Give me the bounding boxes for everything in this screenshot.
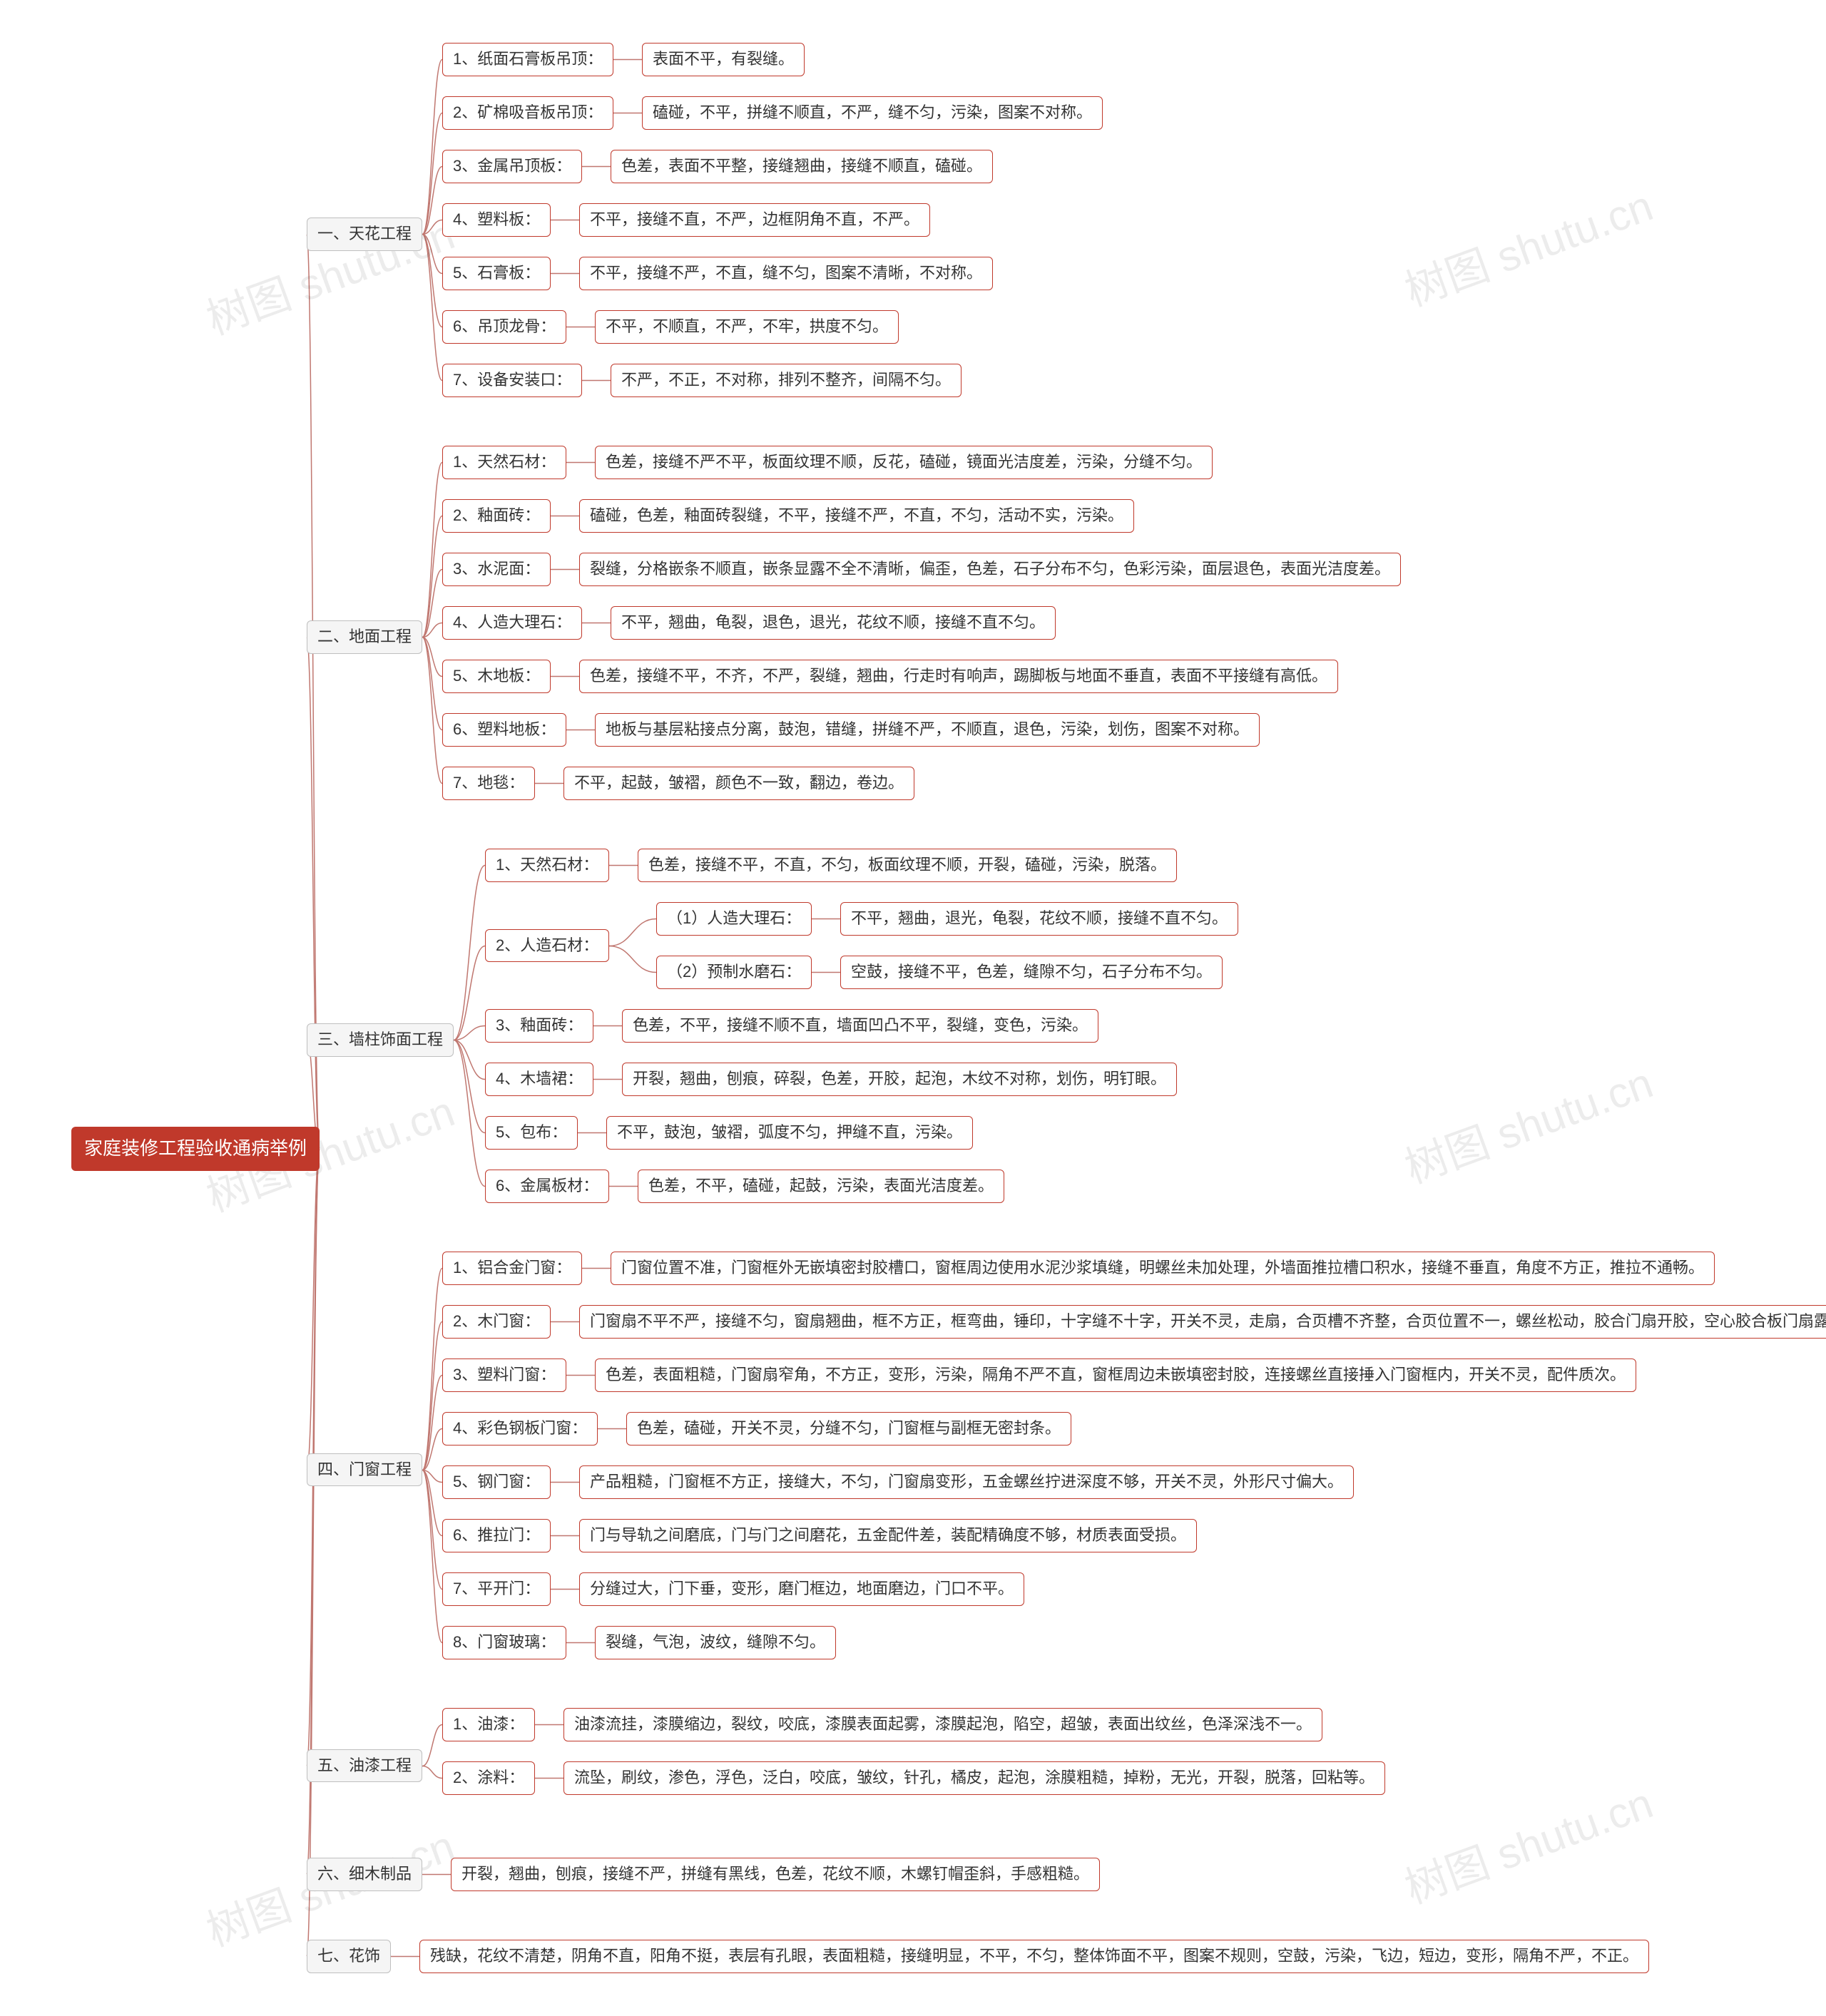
leaf-node: 开裂，翘曲，刨痕，碎裂，色差，开胶，起泡，木纹不对称，划伤，明钉眼。 [622, 1063, 1177, 1096]
leaf-node: 磕碰，色差，釉面砖裂缝，不平，接缝不严，不直，不匀，活动不实，污染。 [579, 499, 1134, 533]
item-node: 7、地毯： [442, 767, 535, 800]
watermark: 树图 shutu.cn [1395, 171, 1660, 318]
leaf-node: 磕碰，不平，拼缝不顺直，不严，缝不匀，污染，图案不对称。 [642, 96, 1103, 130]
item-node: 4、塑料板： [442, 203, 551, 237]
leaf-node: 不平，接缝不直，不严，边框阴角不直，不严。 [579, 203, 930, 237]
item-node: 6、推拉门： [442, 1519, 551, 1552]
item-node: 2、釉面砖： [442, 499, 551, 533]
leaf-node: 色差，接缝不严不平，板面纹理不顺，反花，磕碰，镜面光洁度差，污染，分缝不匀。 [595, 446, 1213, 479]
item-node: 5、钢门窗： [442, 1465, 551, 1499]
item-node: 5、石膏板： [442, 257, 551, 290]
leaf-node: 油漆流挂，漆膜缩边，裂纹，咬底，漆膜表面起雾，漆膜起泡，陷空，超皱，表面出纹丝，… [563, 1708, 1322, 1741]
leaf-node: 色差，不平，磕碰，起鼓，污染，表面光洁度差。 [638, 1170, 1004, 1203]
leaf-node: 残缺，花纹不清楚，阴角不直，阳角不挺，表层有孔眼，表面粗糙，接缝明显，不平，不匀… [419, 1940, 1649, 1973]
item-node: 2、人造石材： [485, 929, 609, 963]
sub-node: （1）人造大理石： [656, 902, 812, 936]
item-node: 3、金属吊顶板： [442, 150, 582, 183]
item-node: 8、门窗玻璃： [442, 1626, 566, 1659]
category-node: 七、花饰 [307, 1940, 391, 1973]
item-node: 4、木墙裙： [485, 1063, 593, 1096]
category-node: 一、天花工程 [307, 218, 422, 251]
category-node: 四、门窗工程 [307, 1453, 422, 1487]
item-node: 7、设备安装口： [442, 364, 582, 397]
root-node: 家庭装修工程验收通病举例 [71, 1127, 320, 1171]
item-node: 1、油漆： [442, 1708, 535, 1741]
item-node: 3、塑料门窗： [442, 1359, 566, 1392]
leaf-node: 色差，表面不平整，接缝翘曲，接缝不顺直，磕碰。 [611, 150, 993, 183]
leaf-node: 门窗位置不准，门窗框外无嵌填密封胶槽口，窗框周边使用水泥沙浆填缝，明螺丝未加处理… [611, 1252, 1715, 1285]
item-node: 1、纸面石膏板吊顶： [442, 43, 613, 76]
item-node: 1、天然石材： [485, 849, 609, 882]
leaf-node: 开裂，翘曲，刨痕，接缝不严，拼缝有黑线，色差，花纹不顺，木螺钉帽歪斜，手感粗糙。 [451, 1858, 1100, 1891]
leaf-node: 地板与基层粘接点分离，鼓泡，错缝，拼缝不严，不顺直，退色，污染，划伤，图案不对称… [595, 713, 1260, 747]
category-node: 二、地面工程 [307, 620, 422, 654]
leaf-node: 不平，翘曲，龟裂，退色，退光，花纹不顺，接缝不直不匀。 [611, 606, 1056, 640]
item-node: 4、彩色钢板门窗： [442, 1412, 598, 1446]
watermark: 树图 shutu.cn [1395, 1048, 1660, 1195]
watermark: 树图 shutu.cn [1395, 1769, 1660, 1915]
leaf-node: 产品粗糙，门窗框不方正，接缝大，不匀，门窗扇变形，五金螺丝拧进深度不够，开关不灵… [579, 1465, 1354, 1499]
leaf-node: 不平，起鼓，皱褶，颜色不一致，翻边，卷边。 [563, 767, 914, 800]
item-node: 6、吊顶龙骨： [442, 310, 566, 344]
item-node: 7、平开门： [442, 1572, 551, 1606]
item-node: 6、金属板材： [485, 1170, 609, 1203]
leaf-node: 色差，表面粗糙，门窗扇窄角，不方正，变形，污染，隔角不严不直，窗框周边未嵌填密封… [595, 1359, 1636, 1392]
leaf-node: 不严，不正，不对称，排列不整齐，间隔不匀。 [611, 364, 962, 397]
category-node: 五、油漆工程 [307, 1749, 422, 1783]
item-node: 2、涂料： [442, 1761, 535, 1795]
item-node: 1、天然石材： [442, 446, 566, 479]
leaf-node: 不平，不顺直，不严，不牢，拱度不匀。 [595, 310, 899, 344]
item-node: 3、釉面砖： [485, 1009, 593, 1043]
item-node: 5、木地板： [442, 660, 551, 693]
category-node: 三、墙柱饰面工程 [307, 1023, 454, 1057]
leaf-node: 色差，接缝不平，不直，不匀，板面纹理不顺，开裂，磕碰，污染，脱落。 [638, 849, 1177, 882]
item-node: 5、包布： [485, 1116, 578, 1150]
leaf-node: 色差，接缝不平，不齐，不严，裂缝，翘曲，行走时有响声，踢脚板与地面不垂直，表面不… [579, 660, 1338, 693]
leaf-node: 不平，接缝不严，不直，缝不匀，图案不清晰，不对称。 [579, 257, 993, 290]
mindmap-canvas: 树图 shutu.cn树图 shutu.cn树图 shutu.cn树图 shut… [0, 0, 1826, 2016]
item-node: 2、矿棉吸音板吊顶： [442, 96, 613, 130]
leaf-node: 不平，翘曲，退光，龟裂，花纹不顺，接缝不直不匀。 [840, 902, 1238, 936]
leaf-node: 色差，磕碰，开关不灵，分缝不匀，门窗框与副框无密封条。 [626, 1412, 1071, 1446]
leaf-node: 表面不平，有裂缝。 [642, 43, 805, 76]
sub-node: （2）预制水磨石： [656, 956, 812, 989]
leaf-node: 分缝过大，门下垂，变形，磨门框边，地面磨边，门口不平。 [579, 1572, 1024, 1606]
item-node: 3、水泥面： [442, 553, 551, 586]
leaf-node: 裂缝，分格嵌条不顺直，嵌条显露不全不清晰，偏歪，色差，石子分布不匀，色彩污染，面… [579, 553, 1401, 586]
leaf-node: 不平，鼓泡，皱褶，弧度不匀，押缝不直，污染。 [606, 1116, 973, 1150]
item-node: 2、木门窗： [442, 1305, 551, 1339]
item-node: 1、铝合金门窗： [442, 1252, 582, 1285]
leaf-node: 流坠，刷纹，渗色，浮色，泛白，咬底，皱纹，针孔，橘皮，起泡，涂膜粗糙，掉粉，无光… [563, 1761, 1385, 1795]
leaf-node: 门与导轨之间磨底，门与门之间磨花，五金配件差，装配精确度不够，材质表面受损。 [579, 1519, 1197, 1552]
leaf-node: 色差，不平，接缝不顺不直，墙面凹凸不平，裂缝，变色，污染。 [622, 1009, 1098, 1043]
leaf-node: 门窗扇不平不严，接缝不匀，窗扇翘曲，框不方正，框弯曲，锤印，十字缝不十字，开关不… [579, 1305, 1826, 1339]
leaf-node: 空鼓，接缝不平，色差，缝隙不匀，石子分布不匀。 [840, 956, 1223, 989]
category-node: 六、细木制品 [307, 1858, 422, 1891]
leaf-node: 裂缝，气泡，波纹，缝隙不匀。 [595, 1626, 836, 1659]
item-node: 4、人造大理石： [442, 606, 582, 640]
item-node: 6、塑料地板： [442, 713, 566, 747]
